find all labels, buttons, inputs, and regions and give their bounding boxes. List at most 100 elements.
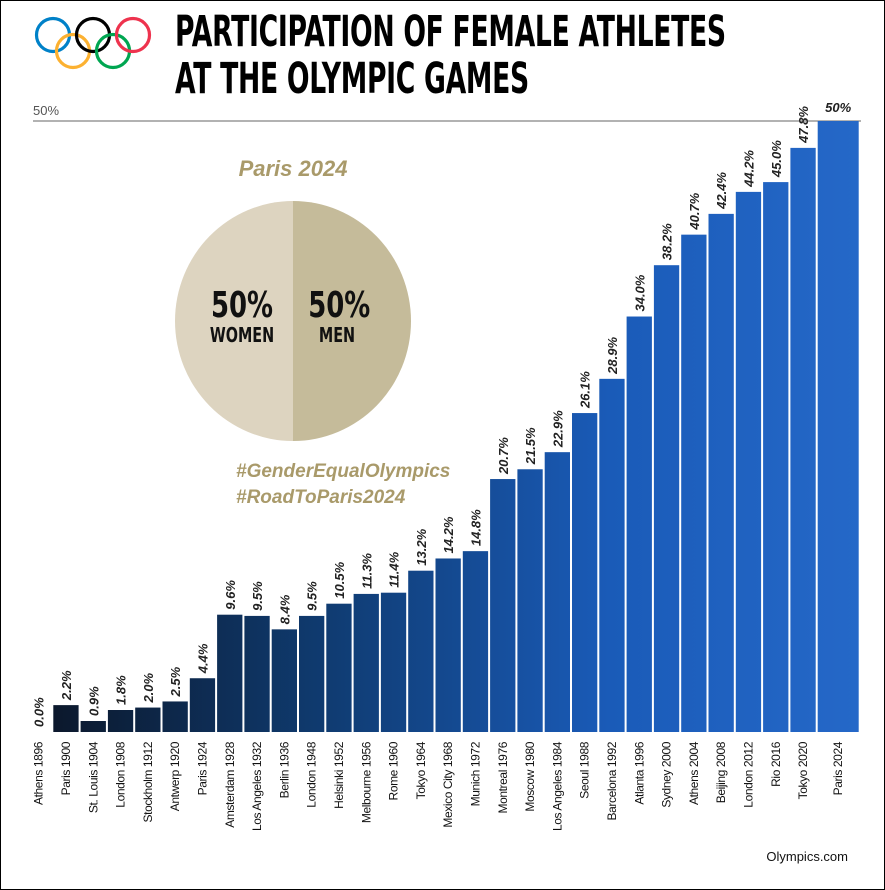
data-label: 9.5%	[305, 581, 320, 611]
data-label: 1.8%	[114, 675, 129, 705]
bar	[135, 707, 161, 732]
x-tick-label: St. Louis 1904	[86, 741, 100, 813]
bar	[544, 452, 570, 732]
bar	[380, 592, 407, 732]
x-tick-label: Montreal 1976	[496, 741, 510, 813]
data-label: 2.0%	[141, 672, 156, 703]
source-credit: Olympics.com	[766, 849, 848, 864]
x-tick-label: Munich 1972	[468, 741, 482, 806]
bar	[217, 614, 243, 732]
data-label: 38.2%	[660, 223, 675, 260]
data-label: 20.7%	[496, 437, 511, 475]
x-tick-label: Sydney 2000	[660, 741, 674, 807]
data-label: 9.6%	[223, 580, 238, 610]
bar	[490, 479, 516, 732]
bar	[735, 191, 762, 733]
olympic-rings-logo	[34, 16, 152, 70]
data-label: 14.2%	[441, 516, 456, 553]
x-tick-label: Barcelona 1992	[605, 741, 619, 820]
hashtag: #GenderEqualOlympics	[236, 461, 451, 482]
x-tick-label: Stockholm 1912	[141, 741, 155, 822]
bar	[435, 558, 461, 732]
chart-title: PARTICIPATION OF FEMALE ATHLETES AT THE …	[175, 9, 726, 103]
bar	[790, 147, 816, 732]
data-label: 22.9%	[550, 410, 565, 448]
bar	[817, 121, 859, 732]
pie-slice-women	[175, 201, 293, 441]
data-label: 2.2%	[59, 670, 74, 701]
x-tick-label: Tokyo 1964	[414, 741, 428, 799]
data-label: 2.5%	[168, 666, 183, 697]
bar	[326, 603, 352, 732]
x-tick-label: Moscow 1980	[523, 741, 537, 811]
bar	[462, 551, 489, 732]
x-tick-label: Paris 2024	[831, 741, 845, 795]
x-tick-label: Paris 1924	[195, 741, 209, 795]
data-label: 10.5%	[332, 561, 347, 598]
bar	[53, 705, 79, 732]
hashtags: #GenderEqualOlympics #RoadToParis2024	[236, 459, 450, 511]
pie-title: Paris 2024	[238, 156, 348, 181]
data-label: 8.4%	[277, 594, 292, 624]
title-line-1: PARTICIPATION OF FEMALE ATHLETES	[175, 7, 726, 57]
data-label: 11.4%	[387, 551, 402, 587]
x-tick-label: Rome 1960	[387, 741, 401, 800]
x-tick-label: Seoul 1988	[578, 741, 592, 798]
data-label: 34.0%	[632, 274, 647, 311]
pie-label-men: 50% MEN	[308, 285, 371, 347]
x-tick-label: Berlin 1936	[277, 741, 291, 798]
x-tick-label: Atlanta 1996	[632, 741, 646, 804]
x-tick-label: London 1948	[305, 741, 319, 807]
bar	[107, 710, 134, 732]
x-tick-label: Beijing 2008	[714, 741, 728, 803]
x-tick-label: Los Angeles 1984	[550, 741, 564, 831]
bar	[626, 316, 652, 732]
title-line-2: AT THE OLYMPIC GAMES	[175, 54, 529, 104]
bar	[162, 701, 188, 732]
bar	[572, 413, 598, 732]
x-tick-label: Helsinki 1952	[332, 741, 346, 809]
bar	[189, 678, 216, 732]
data-label: 0.0%	[32, 697, 47, 727]
men-label: MEN	[318, 323, 356, 347]
pie-label-women: 50% WOMEN	[210, 285, 275, 347]
ymax-tick-label: 50%	[33, 103, 59, 118]
pie-chart	[175, 201, 411, 441]
bar	[653, 265, 680, 732]
x-tick-label: Rio 2016	[769, 741, 783, 787]
data-label: 42.4%	[714, 172, 729, 210]
x-tick-label: Los Angeles 1932	[250, 741, 264, 831]
data-label: 40.7%	[687, 192, 702, 230]
bar	[763, 182, 789, 733]
data-label: 11.3%	[359, 553, 374, 589]
data-label: 21.5%	[523, 427, 538, 465]
x-tick-label: Amsterdam 1928	[223, 741, 237, 828]
data-label: 4.4%	[195, 643, 210, 674]
bar	[271, 629, 297, 732]
bar	[80, 721, 106, 732]
data-label: 44.2%	[741, 150, 756, 188]
women-value: 50%	[210, 285, 274, 326]
data-label: 0.9%	[86, 686, 101, 716]
x-tick-label: Melbourne 1956	[359, 741, 373, 823]
hashtag: #RoadToParis2024	[236, 487, 406, 508]
men-value: 50%	[308, 285, 371, 326]
bar	[353, 593, 379, 732]
x-tick-label: Athens 2004	[687, 741, 701, 805]
data-label: 47.8%	[796, 106, 811, 144]
data-label: 9.5%	[250, 581, 265, 611]
bar	[708, 213, 734, 732]
data-label: 28.9%	[605, 337, 620, 375]
data-label: 45.0%	[769, 140, 784, 178]
x-tick-label: Athens 1896	[32, 741, 46, 805]
bar	[244, 615, 270, 732]
bar	[408, 570, 434, 732]
data-label: 26.1%	[578, 371, 593, 409]
x-tick-label: Mexico City 1968	[441, 741, 455, 827]
bar	[681, 234, 707, 732]
data-label: 50%	[825, 100, 851, 115]
bar	[599, 378, 625, 732]
data-label: 13.2%	[414, 528, 429, 565]
